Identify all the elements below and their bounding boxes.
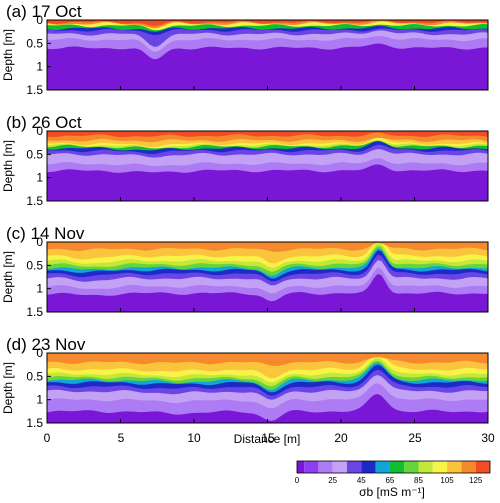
y-tick-label: 1 [36,282,43,296]
panel: 0 0.5 1 1.5 Depth [m] (d) 23 Nov [1,335,489,430]
colorbar-tick-label: 65 [385,476,394,485]
y-tick-label: 0 [36,346,43,360]
y-tick-label: 0.5 [26,258,43,272]
colorbar-swatch [432,461,448,473]
y-tick-label: 1.5 [26,305,43,319]
colorbar-swatch [318,461,333,473]
colorbar-swatch [304,461,319,473]
y-tick-label: 1 [36,393,43,407]
y-tick-label: 0.5 [26,36,43,50]
colorbar-tick-label: 105 [440,476,454,485]
contour-band [47,131,488,138]
colorbar-swatch [332,461,347,473]
contour-band [47,20,488,26]
x-tick-label: 20 [334,431,348,445]
x-tick-label: 10 [187,431,201,445]
panel: 0 0.5 1 1.5 Depth [m] (b) 26 Oct [1,113,489,208]
y-tick-label: 0.5 [26,147,43,161]
contour-field [47,242,488,312]
colorbar-swatch [475,461,490,473]
x-tick-label: 30 [481,431,495,445]
panel-label: (a) 17 Oct [6,2,82,21]
panel-label: (d) 23 Nov [6,335,86,354]
y-axis-label: Depth [m] [1,251,15,303]
panel-label: (c) 14 Nov [6,224,85,243]
contour-field [47,131,488,201]
contour-field [47,20,488,90]
colorbar-tick-label: 85 [414,476,423,485]
colorbar-title: σb [mS m⁻¹] [359,485,425,499]
contour-band [47,353,488,366]
y-tick-label: 1.5 [26,83,43,97]
x-tick-label: 15 [261,431,275,445]
y-tick-label: 1.5 [26,416,43,430]
colorbar-tick-label: 0 [295,476,300,485]
y-axis-label: Depth [m] [1,29,15,81]
y-axis-label: Depth [m] [1,362,15,414]
contour-band [47,242,488,252]
x-tick-label: 25 [408,431,422,445]
colorbar-frame [296,460,491,474]
colorbar-swatch [418,461,433,473]
colorbar-swatch [447,461,462,473]
panel: 0 0.5 1 1.5 Depth [m] (a) 17 Oct [1,2,489,97]
colorbar-swatch [347,461,362,473]
colorbar-swatch [361,461,376,473]
colorbar-swatch [404,461,419,473]
panel-label: (b) 26 Oct [6,113,82,132]
y-tick-label: 1.5 [26,194,43,208]
y-tick-label: 0 [36,235,43,249]
colorbar-swatch [297,461,305,473]
colorbar-swatch [461,461,476,473]
panel: 0 0.5 1 1.5 Depth [m] (c) 14 Nov [1,224,489,319]
y-tick-label: 1 [36,171,43,185]
colorbar-swatch [389,461,405,473]
colorbar-tick-label: 25 [328,476,337,485]
contour-field [47,353,488,423]
y-tick-label: 0 [36,13,43,27]
y-tick-label: 0.5 [26,369,43,383]
x-axis-label: Distance [m] [234,432,301,446]
colorbar: 0 25 45 65 85 105 125 [295,460,491,485]
x-axis: 0 5 10 15 20 25 30 Distance [m] [44,431,495,446]
x-tick-label: 5 [118,431,125,445]
y-axis-label: Depth [m] [1,140,15,192]
y-tick-label: 1 [36,60,43,74]
colorbar-tick-label: 125 [469,476,483,485]
x-tick-label: 0 [44,431,51,445]
colorbar-swatch [375,461,390,473]
y-tick-label: 0 [36,124,43,138]
colorbar-tick-label: 45 [357,476,366,485]
